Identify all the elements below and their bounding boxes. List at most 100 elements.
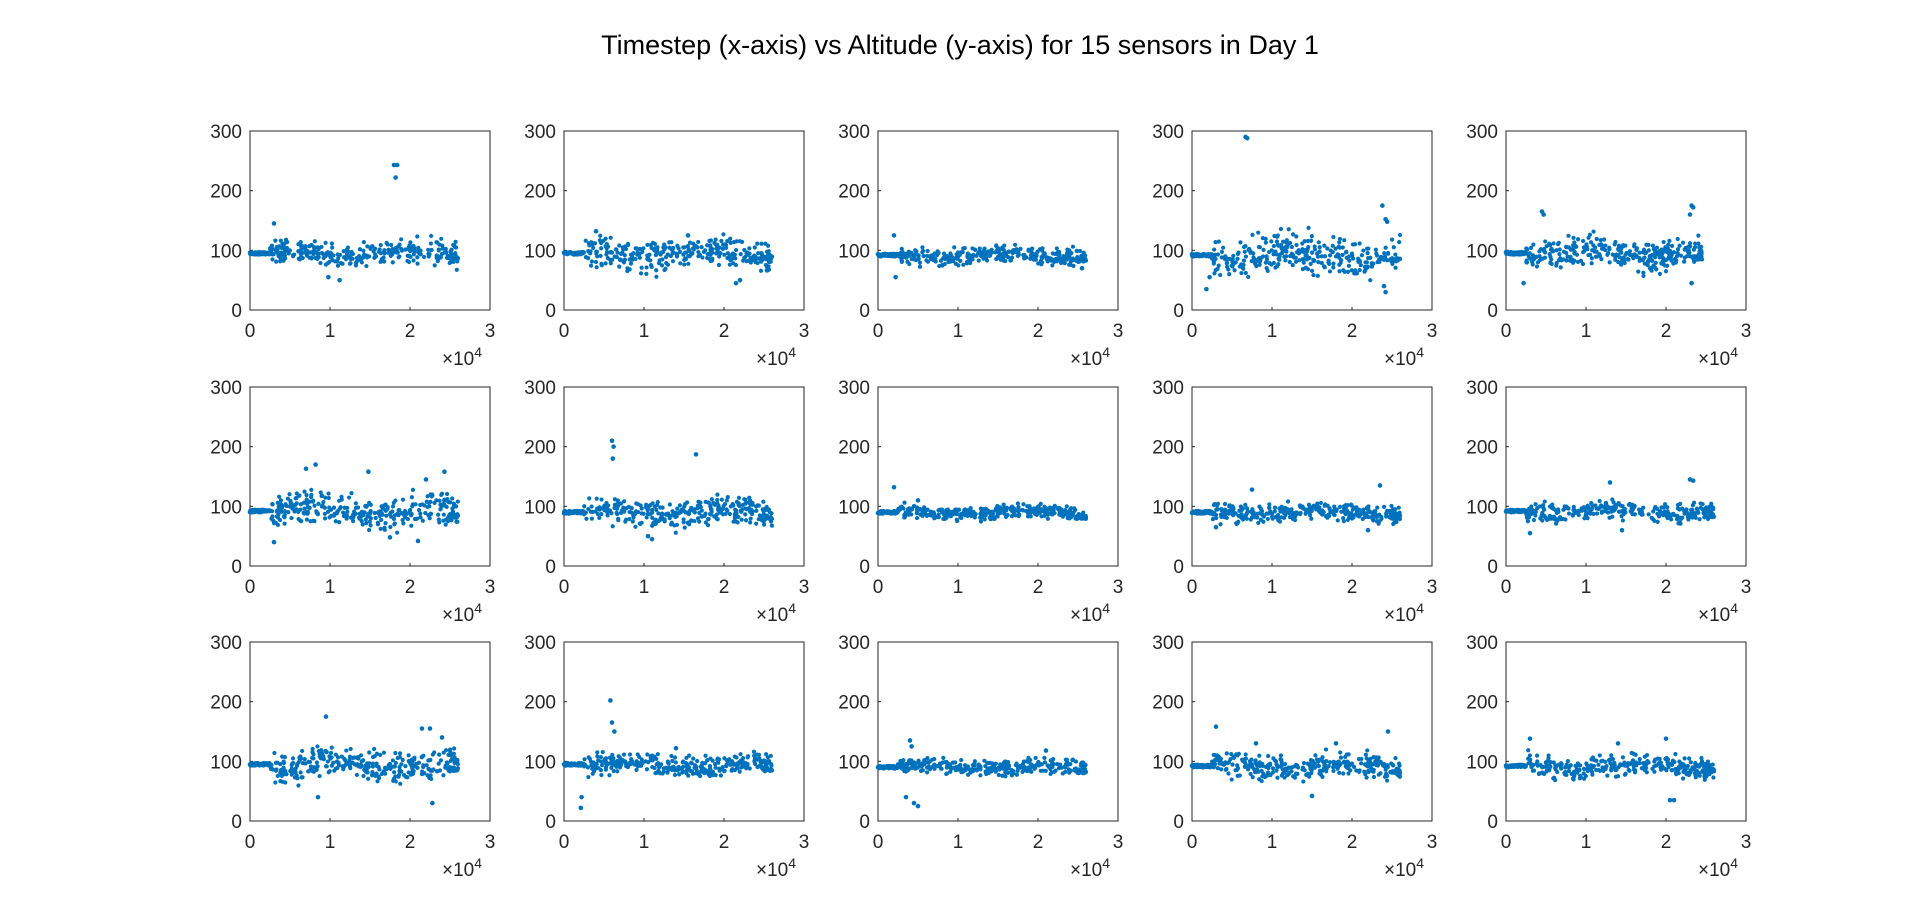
data-point	[1366, 246, 1371, 251]
data-point	[647, 503, 652, 509]
data-point	[346, 495, 352, 500]
data-point	[1021, 502, 1026, 507]
data-point	[615, 758, 620, 764]
data-point	[650, 240, 656, 245]
data-point	[671, 511, 676, 516]
data-point	[429, 776, 434, 782]
data-point	[1643, 250, 1649, 255]
data-point	[1589, 507, 1594, 512]
data-point	[1655, 506, 1660, 511]
data-point	[647, 252, 652, 257]
data-point	[734, 239, 739, 244]
x-exponent-label: ×104	[1070, 600, 1110, 626]
data-point	[303, 761, 308, 766]
x-tick-label: 2	[719, 832, 730, 853]
data-point	[1290, 232, 1296, 237]
data-point	[1610, 497, 1615, 502]
data-point	[386, 250, 391, 255]
x-tick-label: 0	[1187, 321, 1198, 342]
data-point	[1283, 258, 1288, 263]
x-tick-label: 0	[1501, 321, 1512, 342]
data-point	[1597, 498, 1602, 504]
data-point	[290, 756, 296, 761]
data-point	[742, 247, 747, 253]
y-tick-label: 200	[1466, 182, 1498, 203]
data-point	[615, 769, 620, 774]
data-point	[1044, 507, 1049, 513]
data-point	[922, 758, 927, 763]
data-point	[383, 767, 388, 772]
data-point	[738, 252, 743, 257]
data-point	[732, 515, 738, 520]
x-tick-label: 0	[245, 832, 256, 853]
data-point	[1287, 514, 1293, 520]
data-point	[898, 762, 904, 767]
data-point	[1278, 242, 1284, 248]
data-point	[1246, 247, 1251, 253]
data-point	[1055, 506, 1060, 511]
data-point	[273, 768, 279, 773]
data-point	[1580, 261, 1586, 267]
data-point	[966, 512, 971, 517]
data-point	[899, 246, 904, 251]
data-point	[622, 509, 627, 514]
data-point	[669, 753, 674, 759]
data-point	[384, 513, 389, 518]
data-point	[769, 768, 775, 773]
data-point	[920, 248, 926, 254]
data-point	[285, 496, 291, 501]
data-point	[318, 490, 323, 495]
data-point	[1261, 519, 1266, 524]
data-point	[709, 258, 715, 263]
data-point	[1065, 256, 1070, 261]
data-point	[732, 767, 738, 773]
data-point	[426, 513, 431, 518]
outlier-point	[685, 233, 691, 238]
data-point	[1250, 232, 1255, 238]
data-point	[373, 515, 378, 521]
data-point	[1538, 247, 1544, 252]
data-point	[319, 493, 324, 499]
data-point	[415, 255, 420, 260]
data-point	[731, 519, 736, 524]
data-point	[959, 757, 964, 763]
data-point	[359, 518, 364, 524]
data-point	[1004, 505, 1009, 510]
outlier-point	[1213, 524, 1219, 530]
data-point	[1070, 244, 1076, 249]
x-tick-label: 3	[799, 321, 810, 342]
data-point	[1544, 517, 1550, 522]
data-point	[639, 265, 644, 270]
data-point	[289, 515, 294, 521]
y-tick-label: 300	[1466, 378, 1498, 399]
outlier-point	[891, 484, 897, 490]
data-point	[1650, 252, 1655, 258]
outlier-point	[737, 277, 743, 283]
data-point	[1319, 254, 1324, 259]
data-point	[438, 758, 443, 763]
data-point	[401, 773, 407, 778]
data-point	[945, 763, 950, 768]
data-point	[269, 250, 274, 255]
axes-box	[563, 386, 805, 567]
data-point	[455, 762, 460, 767]
data-point	[407, 253, 412, 258]
y-tick-label: 100	[524, 241, 556, 262]
data-point	[1001, 258, 1006, 263]
data-point	[1039, 514, 1044, 519]
data-point	[662, 246, 667, 251]
data-point	[917, 264, 923, 269]
data-point	[667, 516, 672, 521]
data-point	[1052, 259, 1057, 264]
data-point	[1624, 250, 1629, 256]
data-point	[1549, 261, 1554, 266]
data-point	[769, 523, 775, 528]
data-point	[748, 256, 753, 261]
data-point	[995, 514, 1000, 519]
data-point	[756, 752, 762, 757]
data-point	[345, 509, 350, 514]
data-point	[346, 249, 351, 254]
data-point	[275, 760, 280, 765]
data-point	[434, 498, 439, 503]
data-point	[930, 764, 935, 769]
